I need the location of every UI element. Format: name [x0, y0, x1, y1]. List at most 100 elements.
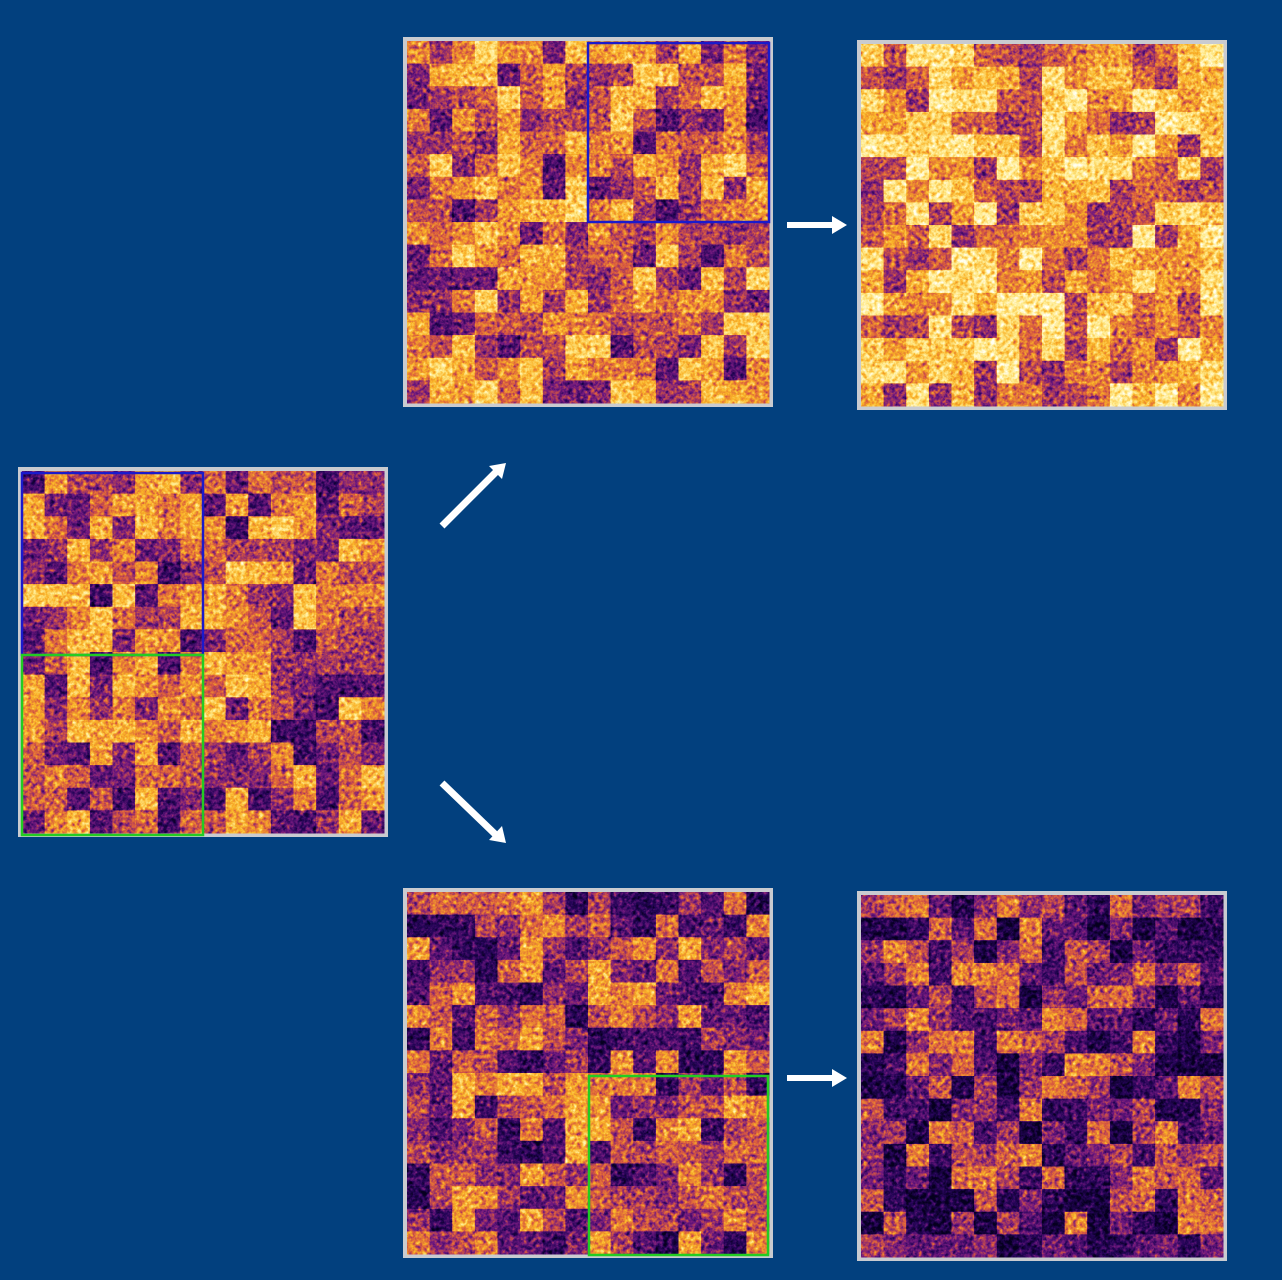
heatmap-block — [1042, 1234, 1066, 1258]
heatmap-block — [1200, 917, 1224, 941]
heatmap-block — [248, 471, 272, 495]
heatmap-block — [1177, 111, 1201, 135]
heatmap-block — [1109, 1098, 1133, 1122]
heatmap-block — [974, 89, 998, 113]
heatmap-block — [588, 176, 612, 200]
heatmap-block — [701, 959, 725, 983]
heatmap-block — [497, 914, 521, 938]
heatmap-block — [565, 41, 589, 65]
heatmap-block — [429, 335, 453, 359]
heatmap-block — [44, 606, 68, 630]
heatmap-block — [746, 937, 770, 961]
heatmap-block — [452, 380, 476, 404]
heatmap-block — [1042, 338, 1066, 362]
heatmap-block — [678, 108, 702, 132]
heatmap-block — [180, 471, 204, 495]
heatmap-block — [248, 584, 272, 608]
heatmap-block — [588, 1118, 612, 1142]
heatmap-block — [316, 606, 340, 630]
heatmap-block — [906, 383, 930, 407]
heatmap-block — [135, 697, 159, 721]
heatmap-block — [1019, 985, 1043, 1009]
heatmap-block — [861, 985, 885, 1009]
heatmap-block — [180, 810, 204, 834]
heatmap-block — [1087, 315, 1111, 339]
heatmap-block — [497, 1073, 521, 1097]
heatmap-block — [1087, 1166, 1111, 1190]
heatmap-block — [1177, 66, 1201, 90]
heatmap-block — [588, 154, 612, 178]
heatmap-block — [293, 538, 317, 562]
heatmap-block — [723, 63, 747, 87]
heatmap-block — [474, 892, 498, 916]
heatmap-block — [180, 652, 204, 676]
heatmap-block — [361, 810, 385, 834]
heatmap-block — [270, 697, 294, 721]
heatmap-block — [906, 1143, 930, 1167]
heatmap-block — [225, 765, 249, 789]
heatmap-block — [338, 584, 362, 608]
heatmap-block — [1064, 985, 1088, 1009]
heatmap-block — [1177, 940, 1201, 964]
heatmap-block — [1042, 1166, 1066, 1190]
heatmap-block — [474, 131, 498, 155]
heatmap-block — [701, 222, 725, 246]
heatmap-block — [407, 1027, 431, 1051]
heatmap-block — [565, 1073, 589, 1097]
heatmap-block — [633, 1208, 657, 1232]
heatmap-block — [610, 982, 634, 1006]
heatmap-block — [1132, 111, 1156, 135]
heatmap-block — [1087, 1008, 1111, 1032]
heatmap-block — [1087, 1053, 1111, 1077]
heatmap-block — [316, 742, 340, 766]
heatmap-block — [1064, 1008, 1088, 1032]
heatmap-block — [565, 380, 589, 404]
heatmap-block — [1132, 292, 1156, 316]
arrows — [439, 216, 847, 1087]
heatmap-block — [293, 742, 317, 766]
heatmap-block — [497, 244, 521, 268]
heatmap-block — [633, 1118, 657, 1142]
heatmap-block — [1109, 179, 1133, 203]
heatmap-block — [1109, 315, 1133, 339]
heatmap-block — [542, 176, 566, 200]
heatmap-block — [338, 629, 362, 653]
heatmap-block — [474, 1027, 498, 1051]
heatmap-block — [497, 1050, 521, 1074]
heatmap-panel — [857, 891, 1227, 1261]
heatmap-block — [520, 1231, 544, 1255]
heatmap-block — [1155, 315, 1179, 339]
heatmap-block — [565, 357, 589, 381]
heatmap-block — [520, 1163, 544, 1187]
heatmap-block — [928, 1234, 952, 1258]
heatmap-block — [1155, 962, 1179, 986]
heatmap-block — [407, 959, 431, 983]
heatmap-block — [429, 154, 453, 178]
heatmap-block — [655, 380, 679, 404]
heatmap-block — [610, 131, 634, 155]
heatmap-block — [44, 787, 68, 811]
heatmap-block — [1155, 1211, 1179, 1235]
heatmap-block — [338, 742, 362, 766]
heatmap-block — [588, 914, 612, 938]
heatmap-block — [1132, 1008, 1156, 1032]
arrow-right — [787, 1069, 847, 1087]
heatmap-block — [1087, 985, 1111, 1009]
heatmap-block — [407, 1208, 431, 1232]
heatmap-block — [678, 357, 702, 381]
heatmap-block — [497, 63, 521, 87]
heatmap-block — [951, 1143, 975, 1167]
heatmap-block — [655, 1186, 679, 1210]
heatmap-block — [996, 1189, 1020, 1213]
heatmap-block — [1064, 940, 1088, 964]
heatmap-block — [22, 787, 46, 811]
heatmap-block — [225, 584, 249, 608]
heatmap-block — [67, 584, 91, 608]
heatmap-block — [1132, 383, 1156, 407]
heatmap-block — [429, 312, 453, 336]
heatmap-block — [474, 244, 498, 268]
heatmap-block — [1087, 292, 1111, 316]
heatmap-block — [248, 742, 272, 766]
heatmap-block — [1064, 360, 1088, 384]
heatmap-block — [906, 985, 930, 1009]
